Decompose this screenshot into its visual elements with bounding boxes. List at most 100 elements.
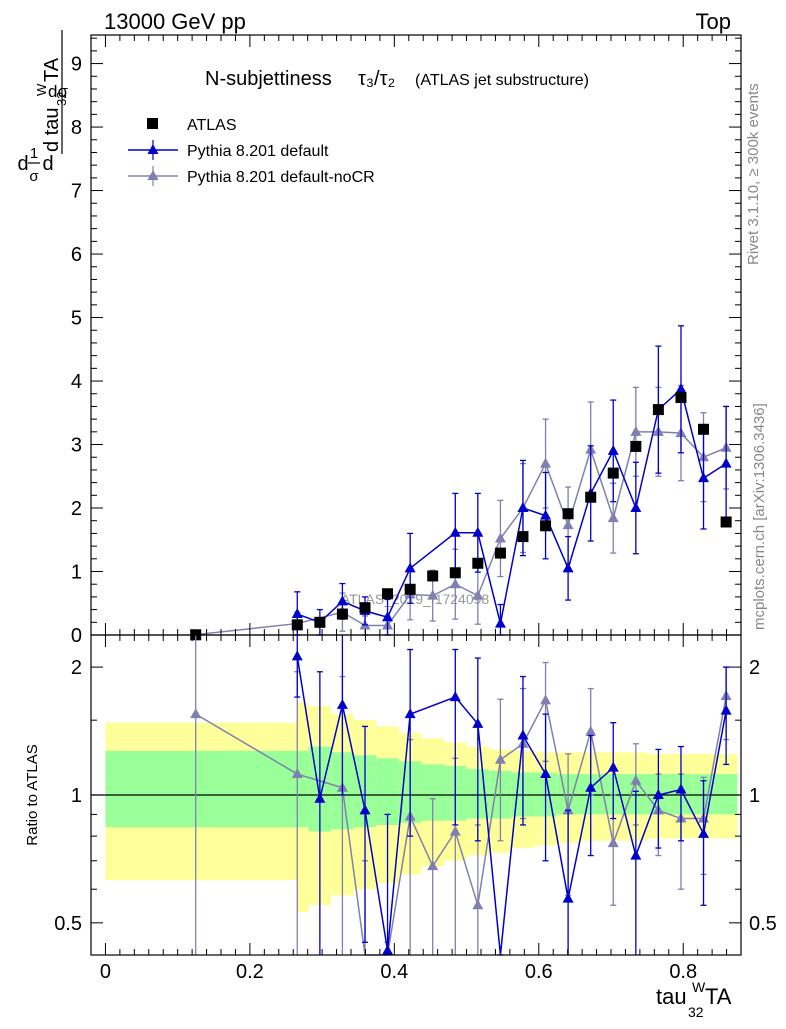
main-plot-area — [190, 325, 732, 641]
y-label-denominator: d tau W 32 TA — [34, 30, 69, 154]
main-data-point — [449, 526, 461, 537]
main-data-point — [314, 616, 326, 628]
main-y-tick-label: 0 — [71, 625, 82, 647]
header-right-label: Top — [696, 9, 731, 34]
ratio-y-tick-label-right: 0.5 — [749, 913, 777, 935]
rivet-version-label: Rivet 3.1.10, ≥ 300k events — [745, 83, 762, 265]
y-label-den-end: TA — [41, 57, 63, 82]
x-axis-label: tau W 32 TA — [656, 979, 732, 1020]
main-data-point — [540, 509, 552, 520]
main-data-point — [562, 519, 574, 530]
ratio-x-tick-label: 0.8 — [669, 961, 697, 983]
ratio-data-point — [291, 768, 303, 779]
ratio-data-point — [585, 781, 597, 792]
main-y-tick-label: 9 — [71, 54, 82, 76]
ratio-data-point — [449, 825, 461, 836]
ratio-data-point — [494, 753, 506, 764]
mcplots-reference-label: mcplots.cern.ch [arXiv:1306.3436] — [751, 403, 768, 630]
ratio-plot-area — [190, 635, 732, 956]
y-label-one: 1 — [30, 145, 38, 162]
ratio-data-point — [382, 944, 394, 955]
ratio-data-point — [517, 729, 529, 740]
ratio-band-inner — [714, 774, 738, 815]
x-label-end: TA — [705, 984, 732, 1009]
main-data-point — [517, 502, 529, 513]
ratio-data-point — [314, 792, 326, 803]
main-data-point — [404, 583, 416, 595]
main-y-axis-label: d 1 σ d dσ d tau W 32 TA — [17, 30, 69, 185]
y-label-d: d — [42, 153, 53, 175]
ratio-data-point — [720, 704, 732, 715]
main-data-point — [449, 578, 461, 589]
ratio-data-point — [291, 650, 303, 661]
main-title-math: τ₃/τ₂ — [358, 68, 395, 90]
ratio-data-point — [540, 768, 552, 779]
main-data-point — [607, 512, 619, 523]
main-data-point — [630, 440, 642, 452]
main-data-point — [652, 404, 664, 416]
main-title: N-subjettiness τ₃/τ₂ (ATLAS jet substruc… — [205, 68, 589, 90]
main-data-point — [540, 457, 552, 468]
main-data-point — [291, 619, 303, 631]
ratio-data-point — [336, 698, 348, 709]
ratio-uncertainty-bands — [91, 702, 741, 913]
main-data-point — [698, 472, 710, 483]
main-data-point — [720, 457, 732, 468]
main-data-point — [336, 595, 348, 606]
analysis-watermark: ATLAS_2019_I1724098 — [341, 591, 490, 607]
x-label-sup: W — [692, 979, 706, 995]
main-data-point — [494, 532, 506, 543]
main-data-point — [494, 547, 506, 559]
ratio-band-inner — [421, 764, 445, 821]
ratio-data-point — [190, 708, 202, 719]
main-y-tick-label: 7 — [71, 181, 82, 203]
ratio-data-point — [562, 804, 574, 815]
ratio-data-point — [404, 708, 416, 719]
main-y-tick-label: 8 — [71, 117, 82, 139]
main-data-point — [427, 570, 439, 582]
main-y-tick-label: 2 — [71, 498, 82, 520]
y-label-numerator: dσ — [48, 82, 68, 101]
ratio-data-point — [540, 694, 552, 705]
legend-marker-pythia-nocr — [147, 170, 159, 180]
main-data-point — [517, 531, 529, 543]
ratio-data-point — [449, 691, 461, 702]
main-data-point — [630, 502, 642, 513]
ratio-x-tick-label: 0.6 — [525, 961, 553, 983]
main-data-point — [630, 425, 642, 436]
main-data-point — [382, 611, 394, 622]
ratio-data-point — [427, 860, 439, 871]
y-label-den-base: d tau — [41, 108, 63, 152]
main-data-point — [449, 567, 461, 579]
ratio-data-point — [652, 788, 664, 799]
ratio-data-point — [562, 892, 574, 903]
ratio-data-point — [675, 783, 687, 794]
main-data-point — [427, 589, 439, 600]
main-data-point — [698, 423, 710, 435]
main-y-tick-label: 5 — [71, 308, 82, 330]
legend-label-atlas: ATLAS — [187, 117, 237, 134]
x-label-sub: 32 — [688, 1004, 704, 1020]
legend-label-pythia-default: Pythia 8.201 default — [187, 143, 329, 160]
main-data-point — [472, 526, 484, 537]
legend-marker-pythia-default — [147, 144, 159, 154]
main-data-point — [382, 588, 394, 600]
main-data-point — [607, 444, 619, 455]
ratio-band-inner — [376, 758, 399, 825]
ratio-y-tick-label-left: 2 — [71, 657, 82, 679]
header-left-label: 13000 GeV pp — [104, 9, 246, 34]
main-data-point — [359, 602, 371, 614]
y-label-den-sup: W — [34, 83, 49, 96]
main-series-line — [297, 387, 727, 624]
ratio-data-point — [607, 837, 619, 848]
legend-marker-atlas — [147, 118, 158, 129]
main-data-point — [585, 491, 597, 503]
ratio-data-point — [698, 827, 710, 838]
main-y-tick-label: 6 — [71, 244, 82, 266]
main-data-point — [720, 516, 732, 528]
ratio-data-point — [585, 725, 597, 736]
ratio-data-point — [630, 849, 642, 860]
ratio-y-tick-label-left: 1 — [71, 785, 82, 807]
ratio-band-inner — [297, 750, 309, 828]
